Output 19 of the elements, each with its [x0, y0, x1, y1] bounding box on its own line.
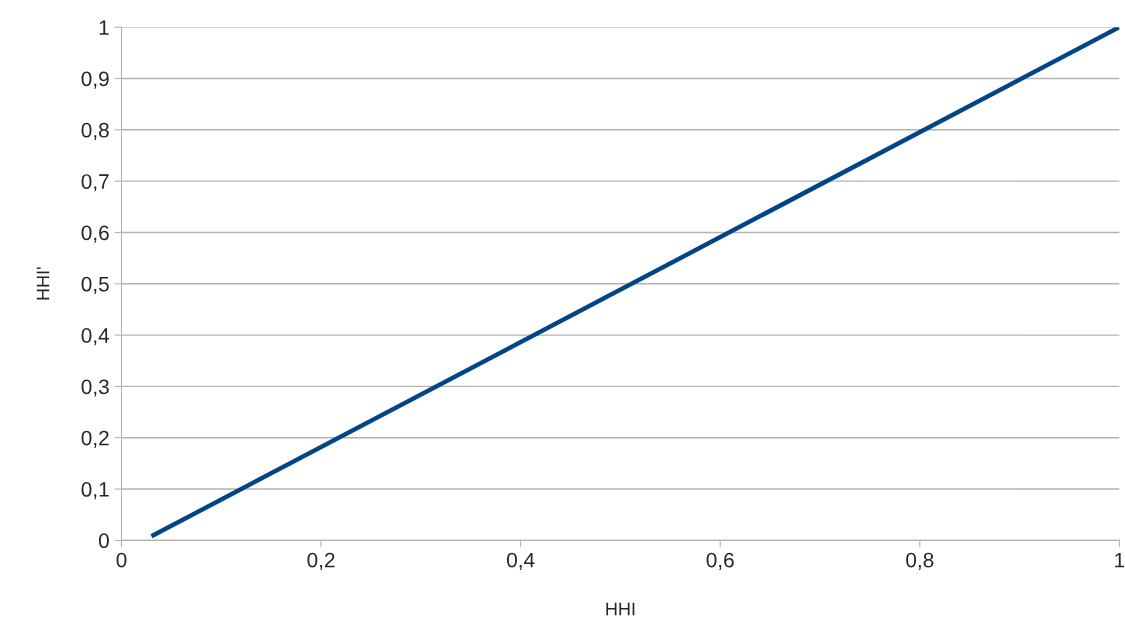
y-tick-label: 0,9 — [81, 71, 109, 89]
x-tick-label: 0,4 — [506, 552, 535, 570]
y-axis-title: HHI' — [36, 267, 50, 300]
y-tick-label: 0,2 — [81, 430, 109, 448]
y-tick-label: 0,8 — [81, 122, 109, 141]
x-tick-label: 0,2 — [307, 552, 335, 570]
y-tick-label: 1 — [99, 20, 109, 35]
y-tick-label: 0,6 — [81, 225, 109, 243]
x-tick-label: 0,8 — [906, 552, 934, 570]
x-tick-label: 0,6 — [706, 552, 734, 570]
y-tick-label: 0,3 — [81, 379, 109, 397]
y-tick-label: 0 — [98, 533, 109, 549]
x-tick-label: 0 — [116, 552, 127, 568]
x-tick-label: 1 — [1115, 552, 1125, 568]
y-tick-label: 0,1 — [81, 482, 109, 500]
y-tick-label: 0,5 — [81, 276, 109, 294]
y-tick-label: 0,4 — [81, 328, 110, 346]
x-axis-title: HHI — [606, 602, 635, 616]
y-tick-label: 0,7 — [81, 174, 109, 192]
